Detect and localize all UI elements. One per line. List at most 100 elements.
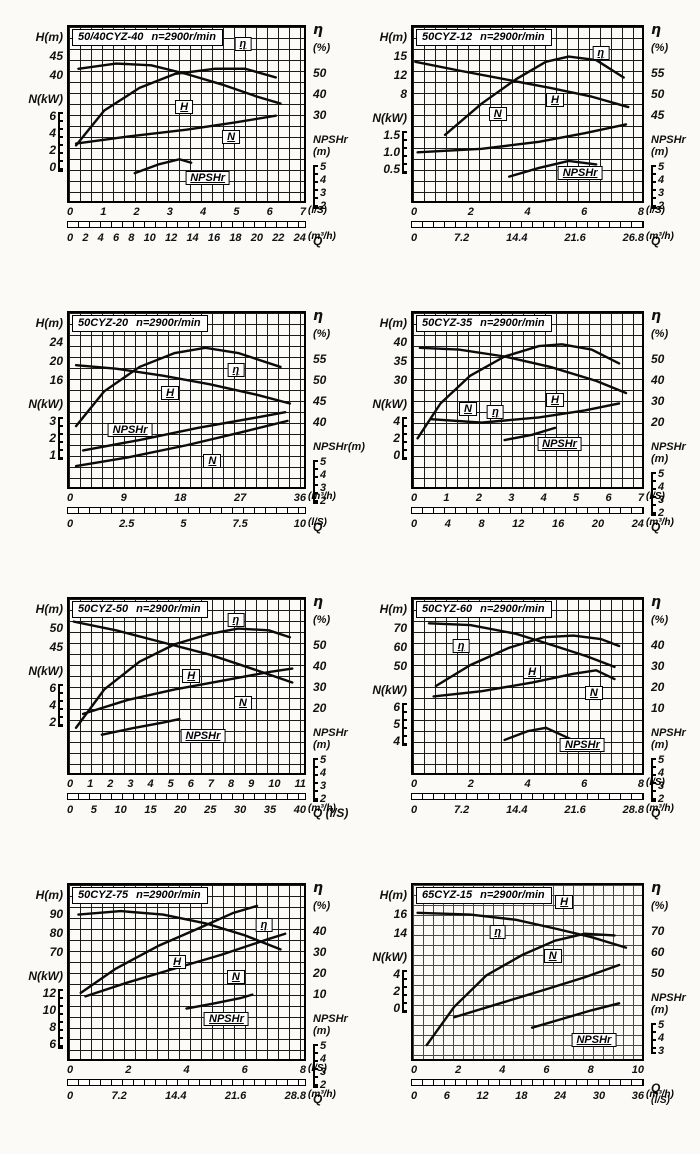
power-axis-label: N(kW) — [28, 969, 63, 983]
axis-tick: 5 — [320, 161, 327, 173]
scale-bar — [411, 507, 644, 514]
axis-tick: 4 — [147, 778, 154, 790]
curve-H — [78, 911, 280, 949]
q-axis-unit: (l/S) — [651, 1095, 670, 1106]
eta-axis-ticks: 50 40 30 20 — [313, 635, 326, 719]
axis-tick: 18 — [515, 1090, 528, 1102]
power-axis-ticks: 6 5 4 — [393, 699, 400, 750]
axis-tick: 0 — [67, 1064, 74, 1076]
axis-tick: 6 — [605, 492, 612, 504]
head-axis-ticks: 90 80 70 — [50, 905, 63, 962]
axis-tick: 7 — [299, 206, 306, 218]
axis-tick: 5 — [180, 518, 187, 530]
x-unit: (l/S) — [308, 205, 327, 216]
curve-label-N: N — [203, 453, 222, 468]
axis-tick: 70 — [651, 924, 665, 938]
eta-axis-unit: (%) — [313, 900, 331, 912]
axis-tick: 22 — [272, 232, 285, 244]
axis-tick: 5 — [658, 1019, 665, 1031]
head-axis-label: H(m) — [379, 30, 407, 44]
x-ticks: 0 7.2 14.4 21.6 26.8 — [411, 231, 644, 245]
axis-tick: 20 — [49, 354, 63, 368]
pump-chart-50cyz-12: H(m) 15 12 8 N(kW) 1.5 1.0 0.5 50CYZ-12 n=290… — [364, 20, 700, 272]
power-axis-label: N(kW) — [28, 397, 63, 411]
curve-label-N: N — [222, 129, 241, 144]
curve-label-η: η — [452, 638, 470, 653]
power-axis-ticks: 3 2 1 — [49, 413, 56, 464]
curve-label-NPSHr: NPSHr — [560, 738, 605, 753]
eta-axis-label: η — [651, 880, 661, 896]
axis-tick: 4 — [49, 698, 56, 712]
axis-tick: 50 — [49, 621, 63, 635]
curve-N — [454, 965, 619, 1017]
axis-tick: 15 — [144, 804, 157, 816]
x-axis-secondary: 0 2.5 5 7.5 10 (l/S) — [67, 517, 327, 532]
x-axis-primary: 0 2 4 6 8 (l/S) — [411, 777, 665, 792]
axis-tick: 0 — [411, 492, 418, 504]
curve-N — [76, 421, 287, 466]
curve-η — [76, 348, 280, 426]
x-ticks: 0 1 2 3 4 5 6 7 — [411, 491, 644, 505]
axis-tick: 5 — [233, 206, 240, 218]
eta-axis-label: η — [651, 594, 661, 610]
chart-title: 50CYZ-60 n=2900r/min — [416, 601, 552, 618]
axis-tick: 50 — [651, 87, 665, 101]
axis-tick: 8 — [400, 87, 407, 101]
axis-tick: 4 — [658, 767, 665, 779]
axis-bracket — [651, 758, 656, 802]
axis-tick: 24 — [49, 335, 63, 349]
axis-tick: 8 — [637, 778, 644, 790]
axis-tick: 36 — [293, 492, 306, 504]
axis-tick: 16 — [552, 518, 565, 530]
axis-tick: 40 — [393, 335, 407, 349]
head-axis-label: H(m) — [379, 316, 407, 330]
npshr-axis-label: NPSHr — [651, 134, 686, 146]
axis-tick: 7.5 — [232, 518, 248, 530]
model-label: 65CYZ-15 — [422, 889, 473, 901]
npshr-axis-label: NPSHr — [651, 727, 686, 739]
chart-title: 50CYZ-35 n=2900r/min — [416, 315, 552, 332]
head-axis-label: H(m) — [35, 316, 63, 330]
axis-tick: 5 — [320, 1040, 327, 1052]
axis-tick: 6 — [49, 681, 56, 695]
curve-label-N: N — [543, 949, 562, 964]
left-axis-column: H(m) 40 35 30 N(kW) 4 2 0 — [364, 306, 411, 558]
axis-tick: 5 — [393, 717, 400, 731]
x-axis-secondary: 0 7.2 14.4 21.6 28.8 (m³/h) — [411, 803, 674, 818]
axis-tick: 8 — [128, 232, 135, 244]
axis-tick: 12 — [512, 518, 525, 530]
axis-tick: 10 — [313, 987, 327, 1001]
axis-tick: 3 — [127, 778, 134, 790]
curve-label-NPSHr: NPSHr — [557, 166, 603, 181]
curve-NPSHr — [83, 412, 285, 450]
axis-tick: 20 — [651, 415, 665, 429]
axis-tick: 30 — [234, 804, 247, 816]
curve-label-η: η — [227, 612, 245, 627]
npshr-axis-label: NPSHr — [313, 1013, 348, 1025]
npshr-axis-unit: (m) — [651, 146, 669, 158]
axis-tick: 8 — [49, 1020, 56, 1034]
x-axis-secondary: 0 5 10 15 20 25 30 35 40 (m³/h) — [67, 803, 336, 818]
axis-tick: 0 — [67, 492, 74, 504]
axis-tick: 50 — [313, 638, 327, 652]
axis-tick: 1 — [100, 206, 107, 218]
axis-tick: 4 — [540, 492, 547, 504]
eta-axis-ticks: 40 30 20 10 — [651, 635, 664, 719]
curve-label-η: η — [227, 363, 245, 378]
axis-tick: 2 — [467, 206, 474, 218]
axis-tick: 2 — [320, 495, 327, 507]
curve-label-NPSHr: NPSHr — [571, 1032, 617, 1047]
axis-tick: 2 — [393, 431, 400, 445]
speed-label: n=2900r/min — [136, 889, 201, 901]
axis-tick: 5 — [90, 804, 97, 816]
